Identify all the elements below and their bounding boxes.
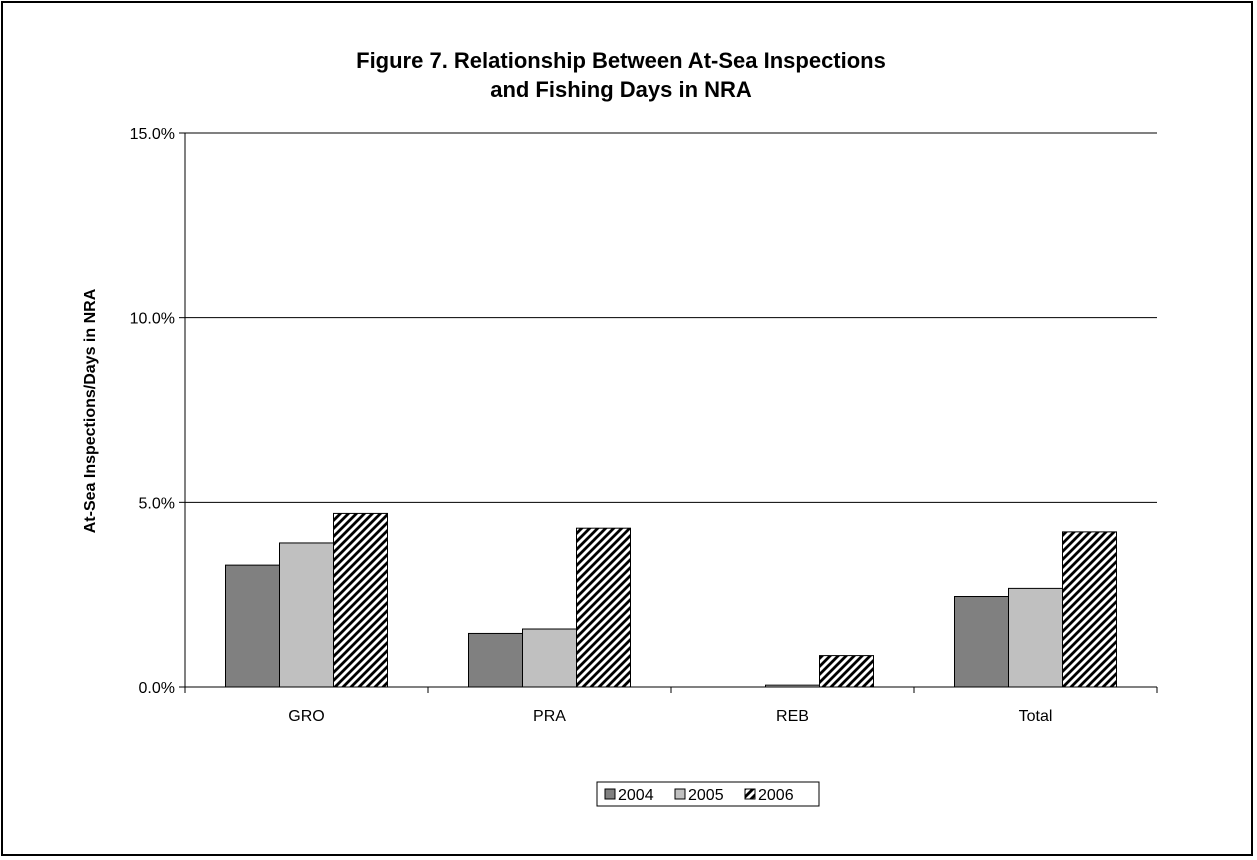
bar-reb-2006 <box>819 655 874 688</box>
bar-pra-2004 <box>468 632 523 688</box>
bar-total-2005 <box>1008 587 1063 688</box>
gridlines <box>185 132 1157 503</box>
y-tick-label: 15.0% <box>130 126 175 143</box>
y-tick-labels: 0.0% 5.0% 10.0% 15.0% <box>130 126 175 697</box>
x-tick-label: GRO <box>288 708 324 725</box>
bar-pra-2006 <box>576 527 631 688</box>
bar-pra-2005 <box>522 628 577 688</box>
bars <box>225 512 1117 688</box>
legend-swatch-2004 <box>604 788 616 800</box>
bar-total-2004 <box>954 596 1009 688</box>
legend: 2004 2005 2006 <box>596 781 820 807</box>
bar-reb-2005 <box>765 684 820 688</box>
legend-swatch-2006 <box>744 788 756 800</box>
legend-label-2004: 2004 <box>618 787 654 804</box>
x-tick-label: PRA <box>533 708 566 725</box>
legend-label-2006: 2006 <box>758 787 794 804</box>
legend-swatch-2005 <box>674 788 686 800</box>
x-tick-label: Total <box>1019 708 1053 725</box>
chart-title: Figure 7. Relationship Between At-Sea In… <box>356 48 886 73</box>
x-tick-label: REB <box>776 708 809 725</box>
chart-subtitle: and Fishing Days in NRA <box>490 77 752 102</box>
y-tick-label: 10.0% <box>130 311 175 328</box>
bar-total-2006 <box>1062 531 1117 688</box>
x-tick-labels: GRO PRA REB Total <box>288 708 1052 725</box>
legend-box <box>596 781 820 807</box>
y-tick-label: 5.0% <box>139 495 175 512</box>
bar-gro-2004 <box>225 564 280 688</box>
bar-chart: Figure 7. Relationship Between At-Sea In… <box>82 48 1158 807</box>
legend-label-2005: 2005 <box>688 787 724 804</box>
bar-gro-2006 <box>333 512 388 688</box>
bar-gro-2005 <box>279 542 334 688</box>
y-axis-label: At-Sea Inspections/Days in NRA <box>82 288 99 533</box>
y-tick-label: 0.0% <box>139 680 175 697</box>
